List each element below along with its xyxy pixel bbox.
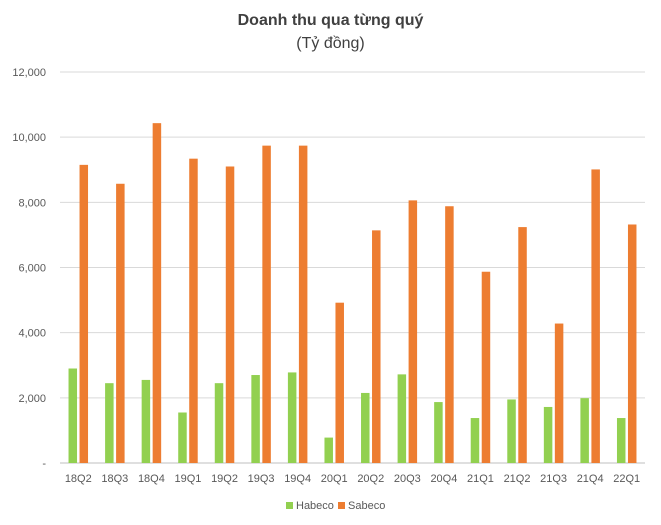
bar-habeco-19q2 — [214, 383, 224, 463]
bars — [68, 123, 637, 464]
legend-swatch-sabeco — [338, 502, 345, 509]
bar-sabeco-18q3 — [116, 183, 125, 463]
bar-sabeco-19q1 — [189, 158, 198, 463]
x-tick-label: 21Q1 — [467, 473, 494, 485]
x-tick-label: 20Q3 — [394, 473, 421, 485]
x-tick-label: 20Q4 — [430, 473, 457, 485]
bar-habeco-22q1 — [616, 418, 626, 463]
bar-sabeco-19q2 — [225, 166, 235, 463]
bar-habeco-18q3 — [105, 383, 114, 463]
bar-habeco-20q1 — [324, 437, 333, 463]
bar-habeco-19q4 — [287, 372, 297, 463]
chart-subtitle: (Tỷ đồng) — [296, 35, 365, 52]
bar-habeco-20q4 — [434, 402, 443, 463]
bar-habeco-21q2 — [507, 399, 516, 463]
bar-habeco-21q3 — [543, 406, 553, 463]
bar-sabeco-20q1 — [335, 302, 344, 463]
bar-sabeco-21q3 — [554, 323, 564, 463]
bar-habeco-19q3 — [251, 375, 260, 463]
bar-habeco-21q4 — [580, 398, 589, 463]
chart-title: Doanh thu qua từng quý — [237, 12, 424, 29]
legend-label-sabeco: Sabeco — [348, 500, 385, 512]
x-tick-label: 18Q3 — [101, 473, 128, 485]
x-tick-label: 21Q4 — [577, 473, 604, 485]
y-tick-label: 4,000 — [18, 328, 46, 340]
legend: Habeco Sabeco — [286, 500, 385, 512]
y-tick-label: - — [42, 458, 46, 470]
x-tick-label: 18Q2 — [65, 473, 92, 485]
legend-swatch-habeco — [286, 502, 293, 509]
y-tick-label: 10,000 — [12, 132, 46, 144]
bar-habeco-18q4 — [141, 379, 151, 463]
x-tick-label: 20Q1 — [321, 473, 348, 485]
x-tick-label: 19Q1 — [175, 473, 202, 485]
bar-sabeco-20q2 — [372, 230, 381, 463]
bar-sabeco-20q3 — [408, 200, 418, 463]
x-tick-label: 19Q4 — [284, 473, 311, 485]
x-tick-label: 18Q4 — [138, 473, 165, 485]
x-tick-label: 20Q2 — [357, 473, 384, 485]
bar-sabeco-20q4 — [445, 206, 454, 463]
x-tick-label: 21Q2 — [504, 473, 531, 485]
bar-sabeco-19q4 — [298, 145, 308, 463]
bar-sabeco-21q4 — [591, 169, 600, 463]
x-tick-label: 19Q2 — [211, 473, 238, 485]
x-tick-label: 19Q3 — [248, 473, 275, 485]
bar-sabeco-22q1 — [627, 224, 637, 463]
bar-habeco-20q2 — [361, 392, 370, 463]
bar-habeco-20q3 — [397, 374, 407, 463]
y-axis-ticks: 12,000 10,000 8,000 6,000 4,000 2,000 - — [12, 67, 46, 470]
x-axis-ticks: 18Q2 18Q3 18Q4 19Q1 19Q2 19Q3 19Q4 20Q1 20Q2 20Q3… — [65, 473, 640, 485]
legend-label-habeco: Habeco — [296, 500, 334, 512]
bar-sabeco-21q1 — [481, 271, 491, 463]
bar-habeco-21q1 — [470, 418, 480, 463]
x-tick-label: 22Q1 — [613, 473, 640, 485]
bar-habeco-18q2 — [68, 368, 78, 463]
bar-sabeco-21q2 — [518, 227, 527, 463]
bar-sabeco-18q4 — [152, 123, 162, 464]
bar-sabeco-19q3 — [262, 145, 271, 463]
y-tick-label: 2,000 — [18, 393, 46, 405]
x-tick-label: 21Q3 — [540, 473, 567, 485]
y-tick-label: 12,000 — [12, 67, 46, 79]
bar-sabeco-18q2 — [79, 164, 89, 464]
bar-habeco-19q1 — [178, 412, 187, 463]
y-tick-label: 6,000 — [18, 263, 46, 275]
y-tick-label: 8,000 — [18, 197, 46, 209]
